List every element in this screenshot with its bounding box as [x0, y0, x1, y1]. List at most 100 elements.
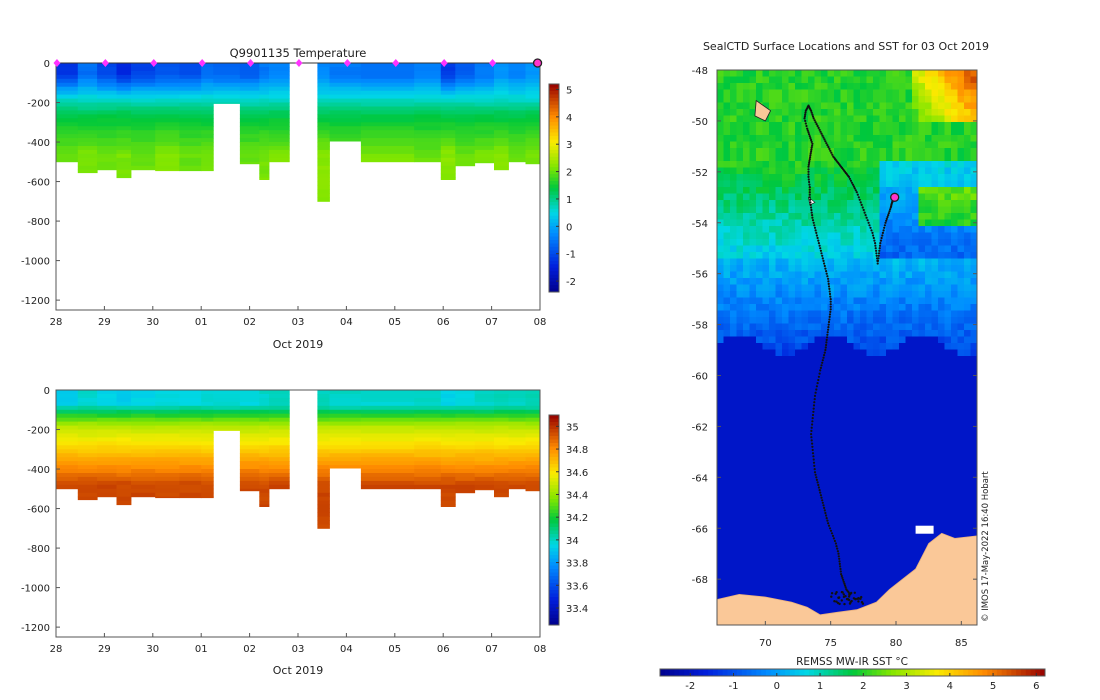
sst-cell	[808, 330, 815, 337]
sst-cell	[847, 506, 854, 513]
sst-cell	[724, 298, 731, 305]
temperature-cell	[317, 146, 330, 150]
sst-cell	[789, 116, 796, 123]
sst-cell	[763, 83, 770, 90]
sst-cell	[737, 441, 744, 448]
sst-cell	[724, 272, 731, 279]
temperature-cell	[330, 71, 362, 75]
sst-cell	[743, 200, 750, 207]
sst-cell	[847, 499, 854, 506]
sst-cell	[763, 356, 770, 363]
sst-cell	[860, 363, 867, 370]
sst-cell	[737, 356, 744, 363]
sst-cell	[789, 525, 796, 532]
sst-cell	[815, 447, 822, 454]
sst-cell	[821, 122, 828, 129]
temperature-cell	[201, 138, 214, 142]
temperature-cell	[330, 126, 362, 130]
sst-cell	[782, 220, 789, 227]
sst-cell	[847, 532, 854, 539]
temperature-cell	[317, 110, 330, 114]
salinity-cell	[259, 445, 269, 449]
sst-cell	[958, 454, 965, 461]
sst-cell	[854, 382, 861, 389]
colorbar-band	[549, 450, 559, 454]
salinity-cell	[455, 457, 475, 461]
sst-cell	[932, 285, 939, 292]
sst-cell	[893, 90, 900, 97]
sst-cell	[899, 519, 906, 526]
sst-cell	[867, 330, 874, 337]
sst-cell	[880, 181, 887, 188]
salinity-cell	[97, 461, 117, 465]
colorbar-band	[549, 443, 559, 447]
temperature-cell	[455, 75, 475, 79]
temperature-cell	[441, 166, 456, 170]
temperature-cell	[361, 138, 415, 142]
temperature-cell	[97, 126, 117, 130]
track-point	[819, 373, 821, 375]
temperature-cell	[97, 71, 117, 75]
sst-cell	[886, 376, 893, 383]
temperature-cell	[259, 71, 269, 75]
sst-cell	[847, 395, 854, 402]
colorbar-tick-label: 0	[566, 222, 572, 233]
temperature-cell	[509, 122, 526, 126]
temperature-cell	[269, 103, 290, 107]
sst-cell	[847, 577, 854, 584]
sst-cell	[730, 506, 737, 513]
sst-cell	[730, 382, 737, 389]
sst-cell	[899, 330, 906, 337]
sst-cell	[847, 447, 854, 454]
temperature-cell	[155, 110, 180, 114]
sst-cell	[841, 493, 848, 500]
track-point	[829, 316, 831, 318]
sst-cell	[938, 96, 945, 103]
salinity-cell	[179, 453, 201, 457]
salinity-cell	[155, 394, 180, 398]
sst-cell	[847, 363, 854, 370]
sst-cell	[730, 519, 737, 526]
salinity-cell	[78, 461, 98, 465]
salinity-cell	[475, 434, 495, 438]
x-tick-label: 06	[437, 317, 450, 328]
temperature-cell	[78, 103, 98, 107]
sst-cell	[925, 421, 932, 428]
temperature-cell	[494, 79, 509, 83]
sst-cell	[795, 246, 802, 253]
sst-cell	[873, 421, 880, 428]
sst-cell	[847, 116, 854, 123]
salinity-cell	[475, 449, 495, 453]
sst-cell	[782, 369, 789, 376]
sst-cell	[860, 70, 867, 77]
sst-cell	[815, 460, 822, 467]
sst-cell	[971, 168, 978, 175]
sst-cell	[906, 194, 913, 201]
sst-cell	[743, 337, 750, 344]
sst-cell	[756, 480, 763, 487]
sst-cell	[873, 259, 880, 266]
temperature-cell	[455, 83, 475, 87]
sst-cell	[854, 278, 861, 285]
sst-cell	[945, 220, 952, 227]
sst-cell	[756, 363, 763, 370]
salinity-cell	[475, 422, 495, 426]
sst-cell	[815, 187, 822, 194]
sst-cell	[925, 226, 932, 233]
colorbar-band	[549, 112, 559, 116]
salinity-cell	[455, 489, 475, 493]
sst-cell	[919, 343, 926, 350]
sst-cell	[815, 428, 822, 435]
sst-cell	[899, 142, 906, 149]
sst-cell	[958, 343, 965, 350]
sst-cell	[886, 77, 893, 84]
temperature-cell	[494, 126, 509, 130]
temperature-cell	[455, 130, 475, 134]
sst-cell	[854, 239, 861, 246]
sst-cell	[724, 161, 731, 168]
salinity-cell	[97, 402, 117, 406]
track-point	[820, 252, 822, 254]
sst-cell	[867, 584, 874, 591]
track-point	[838, 555, 840, 557]
salinity-cell	[361, 441, 415, 445]
